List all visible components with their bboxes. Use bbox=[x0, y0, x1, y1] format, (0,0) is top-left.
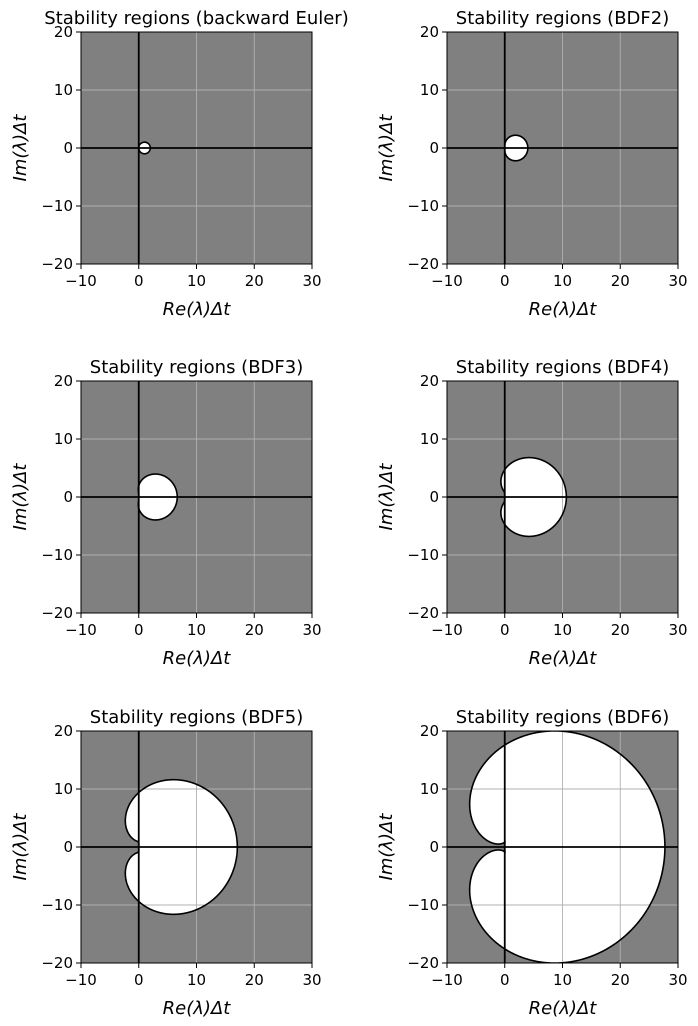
x-tick-label: −10 bbox=[431, 621, 463, 639]
subplot-title: Stability regions (BDF6) bbox=[456, 707, 669, 728]
y-axis-label: Im(λ)Δt bbox=[376, 463, 397, 531]
y-axis-label: Im(λ)Δt bbox=[376, 813, 397, 881]
x-axis-label: Re(λ)Δt bbox=[529, 299, 598, 320]
x-tick-label: 10 bbox=[553, 621, 572, 639]
x-axis-label: Re(λ)Δt bbox=[163, 998, 232, 1019]
y-tick-label: −20 bbox=[41, 604, 73, 622]
subplot-title: Stability regions (BDF5) bbox=[90, 707, 303, 728]
y-tick-label: 20 bbox=[420, 23, 439, 41]
subplot-title: Stability regions (BDF2) bbox=[456, 8, 669, 29]
y-tick-label: 20 bbox=[54, 372, 73, 390]
y-tick-label: 10 bbox=[420, 780, 439, 798]
x-axis-label: Re(λ)Δt bbox=[529, 998, 598, 1019]
x-tick-label: 0 bbox=[500, 272, 510, 290]
y-tick-label: 10 bbox=[420, 430, 439, 448]
y-tick-label: 0 bbox=[429, 488, 439, 506]
y-tick-label: 10 bbox=[54, 780, 73, 798]
x-tick-label: −10 bbox=[65, 272, 97, 290]
y-tick-label: 10 bbox=[54, 81, 73, 99]
y-tick-label: −10 bbox=[41, 197, 73, 215]
x-tick-label: 30 bbox=[668, 621, 687, 639]
x-tick-label: 10 bbox=[187, 971, 206, 989]
x-tick-label: 0 bbox=[500, 971, 510, 989]
y-tick-label: −20 bbox=[407, 604, 439, 622]
y-tick-label: 20 bbox=[420, 372, 439, 390]
y-tick-label: −20 bbox=[407, 954, 439, 972]
x-tick-label: 0 bbox=[134, 621, 144, 639]
y-tick-label: 10 bbox=[420, 81, 439, 99]
y-tick-label: 0 bbox=[429, 838, 439, 856]
subplot-title: Stability regions (backward Euler) bbox=[44, 8, 348, 29]
y-tick-label: −10 bbox=[407, 546, 439, 564]
y-tick-label: 20 bbox=[54, 722, 73, 740]
y-tick-label: 0 bbox=[63, 139, 73, 157]
y-tick-label: −10 bbox=[407, 197, 439, 215]
x-tick-label: −10 bbox=[431, 971, 463, 989]
x-tick-label: 20 bbox=[611, 272, 630, 290]
x-tick-label: −10 bbox=[65, 621, 97, 639]
x-tick-label: 0 bbox=[134, 272, 144, 290]
y-tick-label: 20 bbox=[420, 722, 439, 740]
x-tick-label: 0 bbox=[500, 621, 510, 639]
y-tick-label: 0 bbox=[429, 139, 439, 157]
x-tick-label: 0 bbox=[134, 971, 144, 989]
y-tick-label: −20 bbox=[407, 255, 439, 273]
y-tick-label: −20 bbox=[41, 954, 73, 972]
x-tick-label: 10 bbox=[187, 621, 206, 639]
y-tick-label: −10 bbox=[41, 546, 73, 564]
x-tick-label: 30 bbox=[668, 971, 687, 989]
x-tick-label: 20 bbox=[245, 971, 264, 989]
y-tick-label: 20 bbox=[54, 23, 73, 41]
x-tick-label: 30 bbox=[302, 621, 321, 639]
x-tick-label: 30 bbox=[668, 272, 687, 290]
x-tick-label: 20 bbox=[611, 971, 630, 989]
x-axis-label: Re(λ)Δt bbox=[529, 648, 598, 669]
y-tick-label: 0 bbox=[63, 838, 73, 856]
subplot-title: Stability regions (BDF3) bbox=[90, 357, 303, 378]
y-tick-label: −20 bbox=[41, 255, 73, 273]
y-axis-label: Im(λ)Δt bbox=[10, 114, 31, 182]
y-tick-label: 0 bbox=[63, 488, 73, 506]
x-axis-label: Re(λ)Δt bbox=[163, 648, 232, 669]
y-axis-label: Im(λ)Δt bbox=[10, 463, 31, 531]
y-axis-label: Im(λ)Δt bbox=[10, 813, 31, 881]
x-tick-label: −10 bbox=[431, 272, 463, 290]
y-axis-label: Im(λ)Δt bbox=[376, 114, 397, 182]
x-tick-label: 20 bbox=[245, 272, 264, 290]
x-axis-label: Re(λ)Δt bbox=[163, 299, 232, 320]
x-tick-label: 20 bbox=[611, 621, 630, 639]
y-tick-label: −10 bbox=[407, 896, 439, 914]
x-tick-label: 30 bbox=[302, 971, 321, 989]
x-tick-label: 10 bbox=[553, 272, 572, 290]
x-tick-label: 10 bbox=[187, 272, 206, 290]
y-tick-label: 10 bbox=[54, 430, 73, 448]
y-tick-label: −10 bbox=[41, 896, 73, 914]
x-tick-label: 30 bbox=[302, 272, 321, 290]
subplot-title: Stability regions (BDF4) bbox=[456, 357, 669, 378]
x-tick-label: −10 bbox=[65, 971, 97, 989]
x-tick-label: 10 bbox=[553, 971, 572, 989]
x-tick-label: 20 bbox=[245, 621, 264, 639]
